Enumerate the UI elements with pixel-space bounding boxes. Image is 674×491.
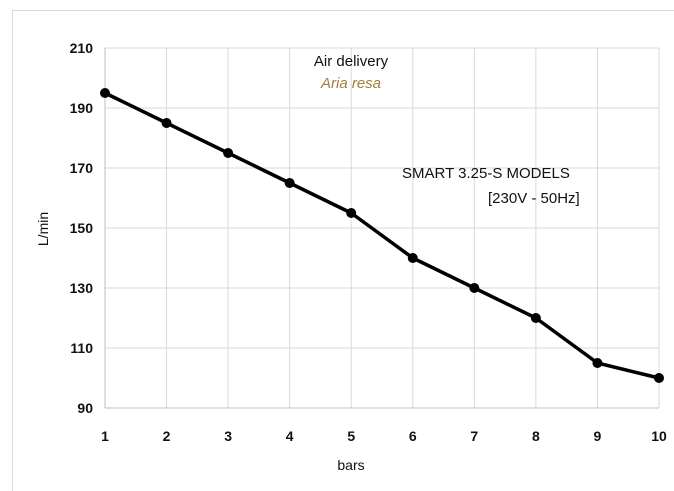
data-point — [592, 358, 603, 368]
x-tick-label: 9 — [594, 428, 602, 444]
x-tick-label: 5 — [347, 428, 355, 444]
axis-layer: 90 110 130 150 170 190 210 1 2 3 4 5 6 7 8 9 10 — [70, 40, 667, 444]
x-tick-label: 3 — [224, 428, 232, 444]
chart-subtitle: Aria resa — [320, 75, 381, 92]
data-point — [654, 373, 664, 383]
model-annotation: SMART 3.25-S MODELS — [402, 165, 570, 182]
grid-layer — [105, 47, 660, 408]
chart-frame — [12, 10, 674, 491]
x-tick-label: 4 — [286, 428, 294, 444]
x-tick-label: 6 — [409, 428, 417, 444]
data-point — [407, 253, 418, 263]
y-tick-label: 130 — [70, 280, 94, 296]
point-layer — [100, 88, 664, 383]
y-tick-label: 210 — [70, 40, 94, 56]
y-tick-label: 90 — [77, 400, 93, 416]
x-tick-label: 7 — [470, 428, 478, 444]
y-tick-label: 190 — [70, 100, 94, 116]
y-tick-label: 170 — [70, 160, 94, 176]
label-layer: Air delivery Aria resa SMART 3.25-S MODE… — [35, 53, 580, 473]
data-point — [284, 178, 295, 188]
x-tick-label: 2 — [163, 428, 171, 444]
chart-title: Air delivery — [314, 53, 389, 70]
data-point — [161, 118, 172, 128]
series-layer — [104, 91, 660, 380]
y-tick-label: 150 — [70, 220, 94, 236]
data-point — [530, 313, 541, 323]
x-tick-label: 10 — [651, 428, 667, 444]
x-tick-label: 1 — [101, 428, 109, 444]
data-point — [469, 283, 480, 293]
data-point — [100, 88, 110, 98]
data-point — [223, 148, 234, 158]
x-tick-label: 8 — [532, 428, 540, 444]
y-tick-label: 110 — [70, 340, 93, 356]
y-axis-title: L/min — [35, 212, 51, 246]
series-line — [104, 91, 660, 380]
data-point — [346, 208, 357, 218]
voltage-annotation: [230V - 50Hz] — [488, 190, 580, 207]
x-axis-title: bars — [337, 457, 364, 473]
